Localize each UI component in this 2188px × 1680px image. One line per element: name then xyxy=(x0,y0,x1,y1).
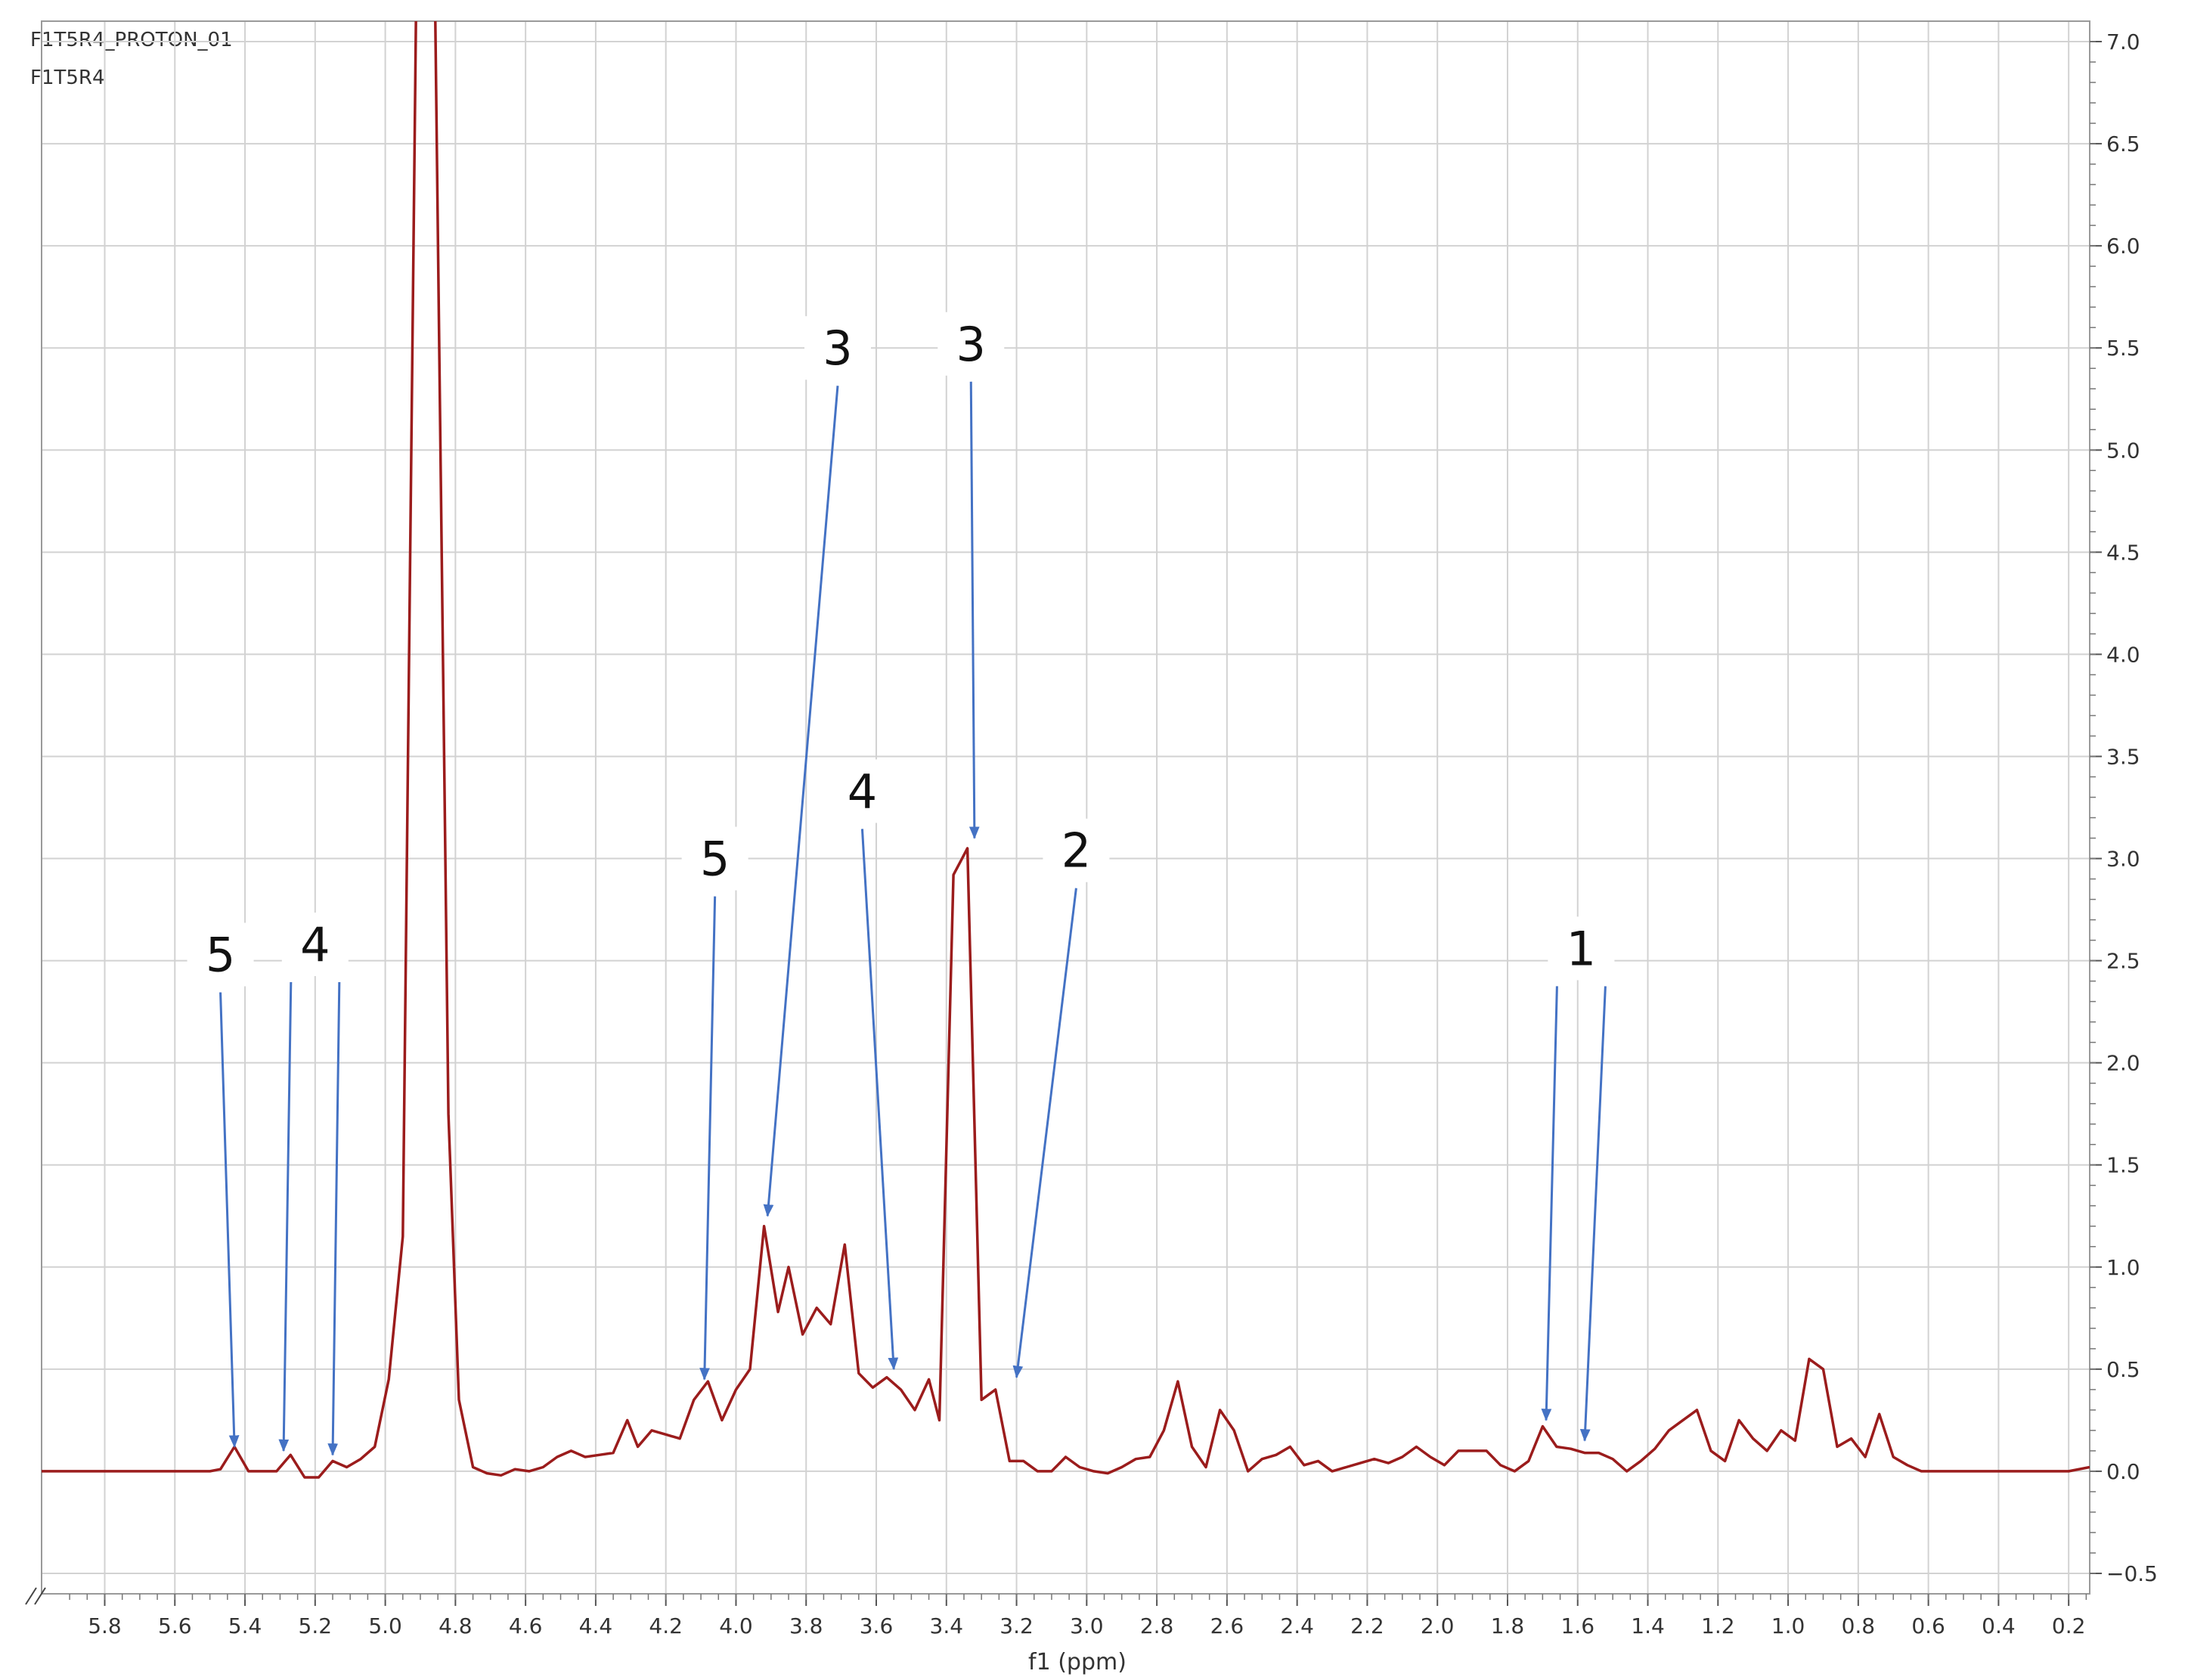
y-tick-label: 4.5 xyxy=(2106,540,2140,565)
y-tick-label: 5.0 xyxy=(2106,438,2140,463)
peak-annotation: 4 xyxy=(829,759,899,1371)
annotation-arrow xyxy=(278,981,293,1452)
x-tick-label: 1.4 xyxy=(1631,1613,1665,1638)
y-tick-label: 1.0 xyxy=(2106,1255,2140,1280)
x-tick-label: 0.6 xyxy=(1911,1613,1945,1638)
peak-annotation: 5 xyxy=(187,922,254,1448)
x-tick-label: 4.0 xyxy=(719,1613,753,1638)
y-axis: 7.0 6.5 6.0 5.5 5.0 4.5 4.0 3.5 3.0 2.5 2.0 1.5 1.0 0… xyxy=(2090,29,2158,1586)
annotation-label: 4 xyxy=(300,917,330,972)
x-tick-label: 5.8 xyxy=(88,1613,122,1638)
annotation-layer: 5 4 5 3 4 3 2 1 xyxy=(187,312,1615,1456)
x-tick-label: 5.6 xyxy=(158,1613,192,1638)
x-axis-label: f1 (ppm) xyxy=(1028,1649,1127,1675)
x-tick-label: 3.4 xyxy=(930,1613,964,1638)
spectrum-series-0 xyxy=(42,21,2090,1479)
x-tick-label: 3.8 xyxy=(789,1613,823,1638)
x-tick-label: 1.2 xyxy=(1701,1613,1735,1638)
axis-break-mark xyxy=(34,1587,46,1605)
x-axis: 5.8 5.6 5.4 5.2 5.0 4.8 4.6 4.4 4.2 4.0 3.8 3.6 3.4 3… xyxy=(25,1587,2087,1638)
annotation-arrow xyxy=(968,381,980,839)
x-tick-label: 2.4 xyxy=(1280,1613,1314,1638)
x-tick-label: 4.2 xyxy=(649,1613,683,1638)
annotation-label: 2 xyxy=(1061,823,1091,879)
annotation-label: 1 xyxy=(1567,921,1596,976)
x-tick-label: 0.8 xyxy=(1842,1613,1876,1638)
x-tick-label: 2.2 xyxy=(1350,1613,1384,1638)
x-tick-label: 1.0 xyxy=(1771,1613,1805,1638)
spectrum-layer xyxy=(42,21,2090,1479)
x-tick-label: 5.2 xyxy=(299,1613,333,1638)
x-tick-label: 4.4 xyxy=(579,1613,613,1638)
x-tick-label: 5.0 xyxy=(368,1613,402,1638)
y-tick-label: 2.0 xyxy=(2106,1051,2140,1076)
x-tick-label: 0.4 xyxy=(1982,1613,2016,1638)
peak-annotation: 3 xyxy=(763,316,871,1217)
peak-annotation: 4 xyxy=(278,912,349,1456)
x-tick-label: 5.4 xyxy=(228,1613,262,1638)
peak-annotation: 5 xyxy=(681,826,748,1381)
y-tick-label: −0.5 xyxy=(2106,1561,2158,1586)
peak-annotation: 1 xyxy=(1541,916,1615,1442)
y-tick-label: 3.0 xyxy=(2106,847,2140,872)
annotation-arrow xyxy=(1579,986,1607,1442)
annotation-box xyxy=(1548,916,1615,981)
x-tick-label: 4.8 xyxy=(439,1613,473,1638)
annotation-label: 5 xyxy=(206,927,235,982)
y-tick-label: 0.5 xyxy=(2106,1357,2140,1382)
x-tick-label: 0.2 xyxy=(2052,1613,2086,1638)
annotation-label: 5 xyxy=(700,832,730,887)
y-tick-label: 6.5 xyxy=(2106,132,2140,157)
annotation-box xyxy=(937,312,1005,376)
x-tick-label: 3.0 xyxy=(1070,1613,1104,1638)
spectrum-title: F1T5R4_PROTON_01 xyxy=(30,29,233,51)
peak-annotation: 3 xyxy=(937,312,1005,839)
grid-lines xyxy=(42,21,2090,1594)
y-tick-label: 7.0 xyxy=(2106,29,2140,54)
y-tick-label: 3.5 xyxy=(2106,744,2140,769)
annotation-box xyxy=(187,922,254,987)
axis-break-mark xyxy=(25,1587,37,1605)
annotation-arrow xyxy=(763,386,839,1217)
x-tick-label: 2.8 xyxy=(1140,1613,1174,1638)
x-tick-label: 2.0 xyxy=(1421,1613,1455,1638)
y-tick-label: 0.0 xyxy=(2106,1459,2140,1484)
y-tick-label: 2.5 xyxy=(2106,949,2140,974)
x-tick-label: 2.6 xyxy=(1210,1613,1244,1638)
annotation-arrow xyxy=(219,992,240,1448)
x-tick-label: 3.2 xyxy=(999,1613,1034,1638)
y-tick-label: 6.0 xyxy=(2106,234,2140,259)
annotation-arrow xyxy=(860,829,899,1371)
annotation-arrow xyxy=(1012,888,1077,1379)
plot-frame xyxy=(41,20,2090,1595)
annotation-box xyxy=(1043,818,1110,882)
y-tick-label: 1.5 xyxy=(2106,1153,2140,1178)
peak-annotation: 2 xyxy=(1012,818,1110,1379)
x-tick-label: 1.8 xyxy=(1491,1613,1525,1638)
annotation-label: 3 xyxy=(823,321,852,376)
annotation-label: 3 xyxy=(956,317,986,372)
annotation-box xyxy=(829,759,896,823)
annotation-label: 4 xyxy=(848,764,877,819)
y-tick-label: 4.0 xyxy=(2106,642,2140,667)
x-tick-label: 1.6 xyxy=(1560,1613,1595,1638)
x-tick-label: 4.6 xyxy=(509,1613,543,1638)
sample-name: F1T5R4 xyxy=(30,67,105,89)
x-tick-label: 3.6 xyxy=(860,1613,894,1638)
annotation-box xyxy=(804,316,871,380)
y-tick-label: 5.5 xyxy=(2106,336,2140,361)
annotation-arrow xyxy=(327,981,341,1456)
annotation-arrow xyxy=(1541,986,1558,1421)
annotation-box xyxy=(281,912,349,976)
annotation-arrow xyxy=(699,896,717,1381)
annotation-box xyxy=(681,826,748,891)
